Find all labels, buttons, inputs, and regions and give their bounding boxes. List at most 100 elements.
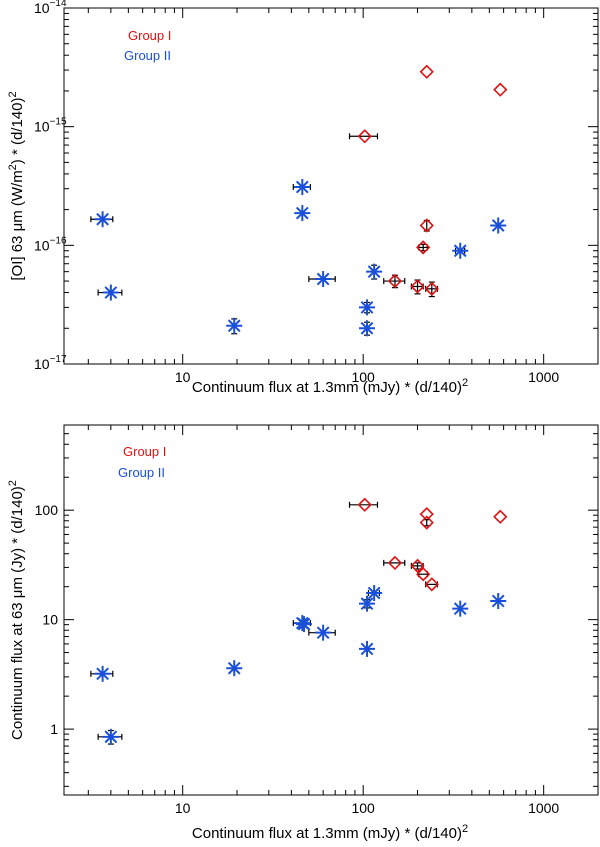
group-ii-point	[359, 595, 376, 612]
x-tick-label: 10	[175, 800, 191, 816]
group-ii-point	[359, 320, 376, 337]
group-i-point	[419, 507, 434, 522]
group-ii-point	[90, 211, 114, 228]
group-ii-point	[366, 263, 383, 280]
diamond-marker	[416, 567, 431, 582]
group-ii-point	[308, 271, 336, 288]
diamond-marker	[493, 509, 508, 524]
group-ii-point	[294, 205, 311, 222]
diamond-marker	[410, 279, 425, 294]
asterisk-stroke	[104, 286, 118, 299]
legend-group-i: Group I	[123, 444, 166, 459]
data-marks	[90, 64, 508, 337]
diamond-marker	[387, 273, 403, 289]
asterisk-stroke	[96, 667, 109, 681]
group-i-point	[419, 218, 434, 233]
asterisk-stroke	[295, 206, 309, 220]
data-marks	[90, 497, 508, 745]
group-ii-point	[226, 660, 243, 677]
group-i-point	[383, 555, 406, 571]
asterisk-stroke	[297, 617, 311, 631]
diamond-marker	[419, 507, 434, 522]
asterisk-stroke	[295, 180, 309, 194]
diamond-marker	[416, 240, 431, 255]
asterisk-stroke	[316, 272, 330, 286]
asterisk-stroke	[491, 219, 505, 232]
diamond-marker	[387, 555, 403, 571]
group-ii-point	[452, 600, 469, 617]
y-tick-label: 10−14	[34, 0, 67, 16]
diamond-marker	[424, 281, 439, 296]
y-tick-label: 10−16	[34, 235, 67, 253]
group-ii-point	[97, 284, 123, 301]
group-ii-point	[292, 179, 311, 196]
group-ii-point	[308, 624, 336, 641]
plot-frame	[63, 7, 599, 365]
diamond-marker	[357, 129, 372, 144]
asterisk-stroke	[367, 265, 381, 279]
diamond-marker	[357, 497, 372, 512]
y-axis-title: [OI] 63 μm (W/m2) * (d/140)2	[7, 91, 26, 280]
asterisk-stroke	[453, 244, 467, 258]
group-ii-point	[490, 217, 507, 234]
axis-ticks: 10 100 1000 10−17 10−16 10−15 10−14	[34, 0, 599, 385]
diamond-marker	[410, 558, 425, 573]
group-ii-point	[90, 665, 114, 682]
x-tick-label: 100	[351, 369, 375, 385]
group-ii-point	[452, 242, 469, 259]
asterisk-stroke	[453, 602, 467, 616]
x-axis-title: Continuum flux at 1.3mm (mJy) * (d/140)2	[192, 377, 468, 396]
diamond-marker	[419, 515, 434, 530]
asterisk-stroke	[227, 319, 241, 333]
oi-flux-panel: 10 100 1000 10−17 10−16 10−15 10−14 Group I Gr…	[7, 0, 599, 396]
legend-group-ii: Group II	[118, 465, 165, 480]
x-tick-label: 1000	[528, 369, 559, 385]
y-tick-label: 10−15	[34, 117, 67, 135]
group-i-point	[419, 515, 434, 530]
diamond-marker	[424, 577, 439, 592]
diamond-marker	[419, 218, 434, 233]
group-ii-point	[366, 585, 383, 602]
group-i-point	[416, 567, 431, 582]
x-tick-label: 10	[175, 369, 191, 385]
group-i-point	[348, 129, 379, 144]
continuum-63um-panel: 10 100 1000 1 10 100 Group I Group II Continu…	[7, 424, 599, 842]
x-tick-label: 1000	[528, 800, 559, 816]
plot-frame	[63, 424, 599, 796]
asterisk-stroke	[491, 594, 505, 608]
group-i-point	[424, 577, 439, 592]
group-ii-point	[359, 640, 376, 657]
group-ii-point	[97, 728, 123, 745]
asterisk-stroke	[360, 597, 374, 611]
group-i-point	[419, 64, 434, 79]
asterisk-stroke	[96, 212, 109, 226]
group-i-point	[493, 509, 508, 524]
legend-group-i: Group I	[128, 28, 171, 43]
y-tick-label: 100	[35, 502, 59, 518]
group-i-point	[416, 240, 431, 255]
group-ii-point	[490, 593, 507, 610]
diamond-marker	[419, 64, 434, 79]
x-axis-title: Continuum flux at 1.3mm (mJy) * (d/140)2	[192, 823, 468, 842]
group-ii-point	[226, 317, 243, 335]
group-i-point	[424, 281, 439, 298]
axis-ticks: 10 100 1000 1 10 100	[35, 424, 599, 816]
asterisk-stroke	[360, 301, 374, 314]
asterisk-stroke	[316, 626, 330, 640]
group-ii-point	[359, 299, 376, 316]
asterisk-stroke	[227, 661, 241, 675]
y-tick-label: 1	[50, 721, 58, 737]
group-i-point	[410, 558, 425, 573]
x-tick-label: 100	[351, 800, 375, 816]
legend-group-ii: Group II	[124, 48, 171, 63]
y-tick-label: 10−17	[34, 354, 67, 372]
asterisk-stroke	[104, 730, 118, 744]
group-i-point	[383, 273, 406, 289]
group-ii-point	[295, 616, 312, 633]
asterisk-stroke	[360, 321, 374, 335]
group-i-point	[410, 279, 425, 295]
diamond-marker	[493, 82, 508, 97]
asterisk-stroke	[360, 642, 374, 656]
y-axis-title: Continuum flux at 63 μm (Jy) * (d/140)2	[7, 480, 26, 740]
